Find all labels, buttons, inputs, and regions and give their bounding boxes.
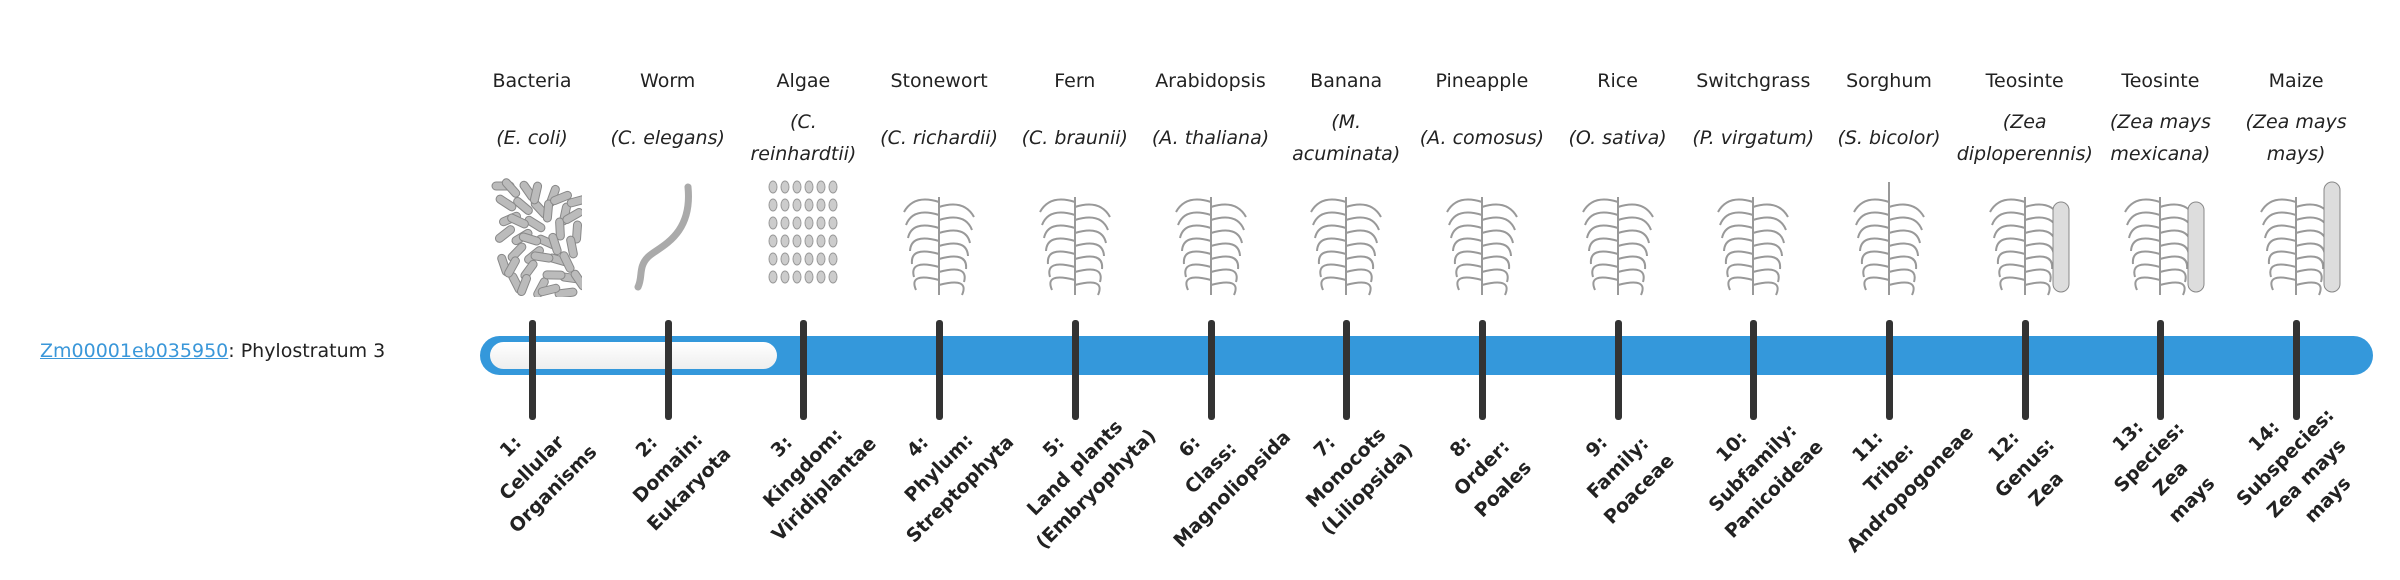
rank-tick [529, 320, 536, 420]
organism-common-name: Teosinte [1985, 70, 2064, 92]
organism-common-name: Bacteria [492, 70, 572, 92]
algae-icon [735, 177, 871, 297]
rank-tick [2157, 320, 2165, 420]
rank-tick [1750, 320, 1758, 420]
organism-common-name: Switchgrass [1696, 70, 1811, 92]
organism-common-name: Pineapple [1435, 70, 1529, 92]
teosinte-mexicana-icon [2092, 177, 2228, 297]
rank-tick [800, 320, 808, 420]
rank-tick [1614, 320, 1622, 420]
organism-common-name: Stonewort [890, 70, 988, 92]
rank-label-line: 9: [1581, 431, 1612, 462]
rank-label-line: 3: [767, 431, 798, 462]
organism-common-name: Sorghum [1846, 70, 1932, 92]
rank-label-line: 1: [495, 431, 526, 462]
gene-label: Zm00001eb035950: Phylostratum 3 [40, 340, 385, 362]
rank-tick [2021, 320, 2029, 420]
rank-label-line: 6: [1174, 431, 1205, 462]
rank-tick [936, 320, 944, 420]
pineapple-icon [1414, 177, 1550, 297]
bacteria-icon [464, 177, 600, 299]
organism-common-name: Maize [2268, 70, 2324, 92]
bar-unfilled-segment [490, 342, 778, 369]
rank-label-line: 8: [1445, 431, 1476, 462]
rank-tick [1478, 320, 1486, 420]
switchgrass-icon [1685, 177, 1821, 297]
rank-tick [664, 320, 672, 420]
phylostratum-text: : Phylostratum 3 [228, 340, 386, 362]
rank-label-line: 4: [902, 431, 934, 462]
teosinte-icon [1957, 177, 2093, 297]
arabidopsis-icon [1143, 177, 1279, 297]
rank-tick [2293, 320, 2301, 420]
organism-common-name: Teosinte [2121, 70, 2200, 92]
organism-common-name: Worm [640, 70, 696, 92]
phylostratum-bar [480, 336, 2373, 375]
rank-label-line: 2: [631, 431, 662, 462]
organism-common-name: Fern [1054, 70, 1096, 92]
worm-icon [600, 177, 736, 297]
organism-common-name: Arabidopsis [1155, 70, 1266, 92]
rank-tick [1343, 320, 1351, 420]
organism-common-name: Algae [776, 70, 831, 92]
rank-label-line: 7: [1309, 431, 1341, 462]
sorghum-icon [1821, 177, 1957, 297]
rice-icon [1550, 177, 1686, 297]
organism-common-name: Rice [1597, 70, 1638, 92]
fern-icon [1007, 177, 1143, 297]
stonewort-icon [871, 177, 1007, 297]
gene-id-link[interactable]: Zm00001eb035950 [40, 340, 229, 362]
rank-tick [1207, 320, 1215, 420]
maize-icon [2228, 177, 2364, 297]
rank-label-line: 5: [1038, 431, 1069, 462]
rank-tick [1071, 320, 1079, 420]
banana-icon [1278, 177, 1414, 297]
organism-common-name: Banana [1310, 70, 1383, 92]
rank-tick [1886, 320, 1893, 420]
